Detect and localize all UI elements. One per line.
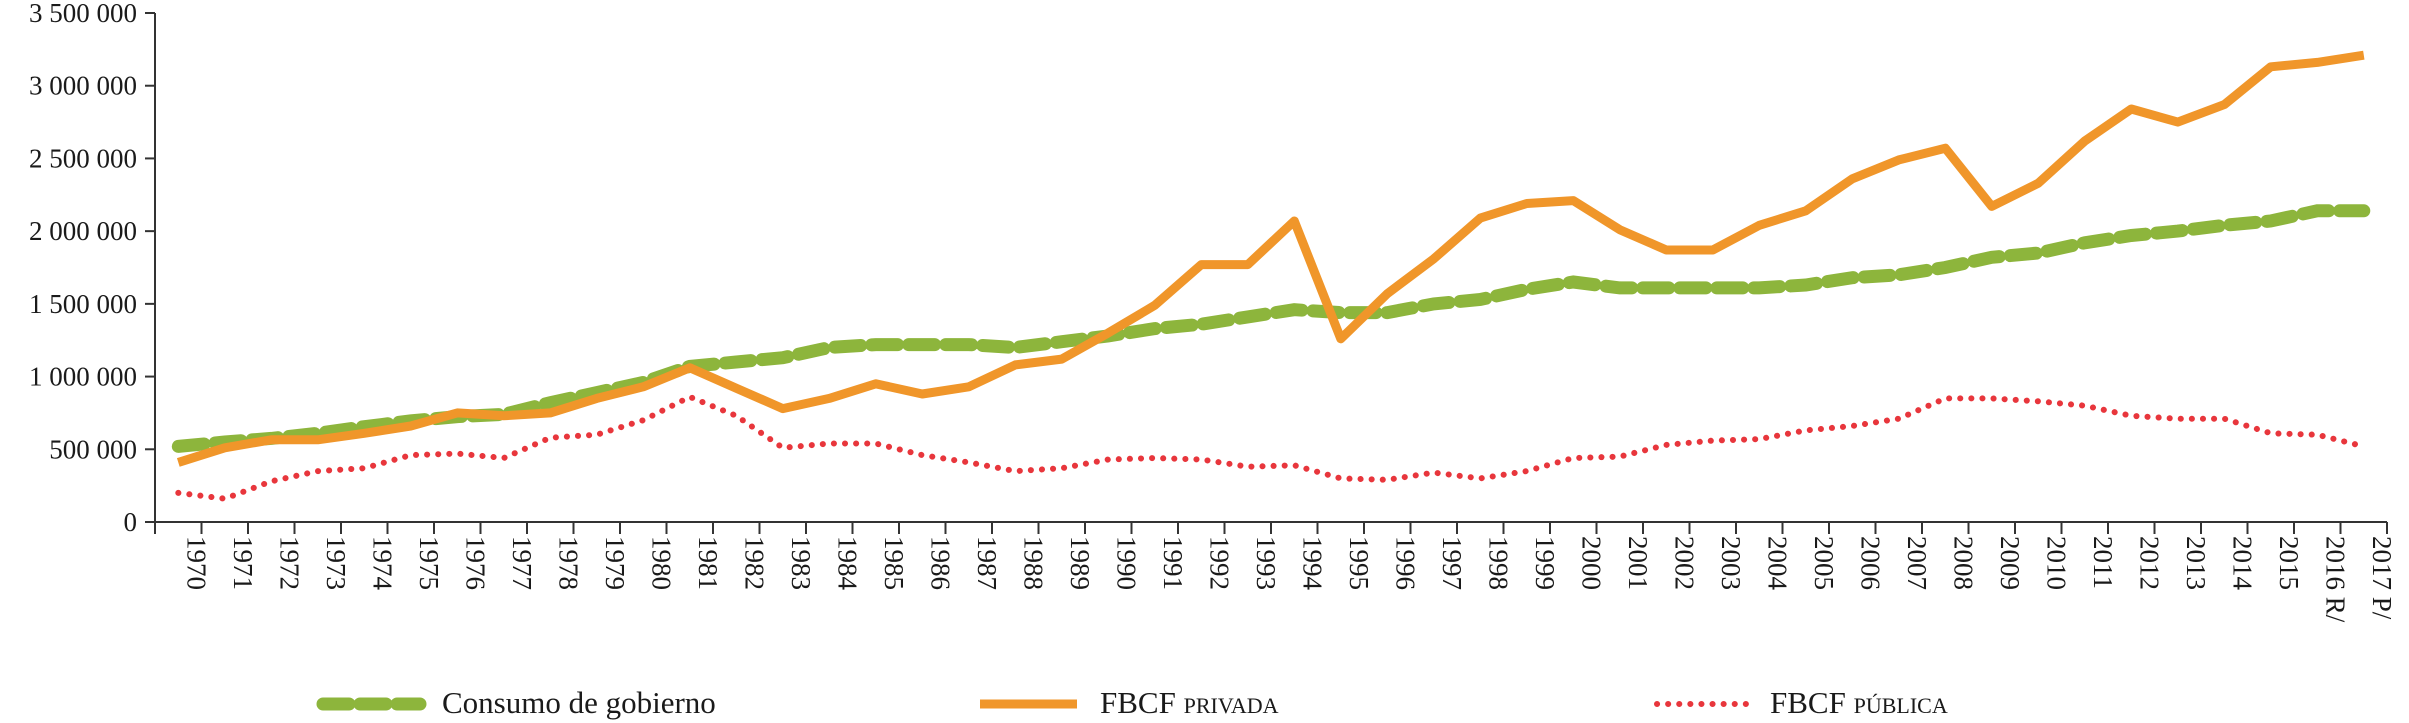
x-tick-label: 1973 (321, 536, 351, 590)
x-tick-label: 1997 (1437, 536, 1467, 590)
x-tick-label: 1988 (1018, 536, 1048, 590)
x-tick-label: 2016 R/ (2320, 536, 2350, 623)
x-tick-label: 2013 (2181, 536, 2211, 590)
x-tick-label: 1981 (693, 536, 723, 590)
x-tick-label: 1984 (832, 536, 862, 591)
x-tick-label: 2005 (1809, 536, 1839, 590)
x-tick-label: 1996 (1390, 536, 1420, 590)
x-tick-label: 1983 (786, 536, 816, 590)
x-tick-label: 2001 (1623, 536, 1653, 590)
x-tick-label: 2009 (1995, 536, 2025, 590)
x-tick-label: 1992 (1204, 536, 1234, 590)
x-tick-label: 1986 (925, 536, 955, 590)
y-tick-label: 0 (124, 507, 138, 537)
x-tick-label: 2012 (2134, 536, 2164, 590)
x-tick-label: 1999 (1530, 536, 1560, 590)
y-axis-ticks: 0 500 000 1 000 000 1 500 000 2 000 000 2 500… (29, 0, 155, 537)
y-tick-label: 2 000 000 (29, 216, 137, 246)
x-tick-label: 2006 (1855, 536, 1885, 590)
x-tick-label: 1994 (1297, 536, 1327, 591)
x-tick-label: 2007 (1902, 536, 1932, 590)
chart-axes (154, 13, 2387, 523)
y-tick-label: 3 000 000 (29, 71, 137, 101)
y-tick-label: 1 000 000 (29, 362, 137, 392)
x-tick-label: 1979 (600, 536, 630, 590)
x-tick-label: 1978 (553, 536, 583, 590)
x-tick-label: 2008 (1948, 536, 1978, 590)
x-tick-label: 1970 (181, 536, 211, 590)
legend-label-consumo-de-gobierno: Consumo de gobierno (442, 685, 716, 720)
series-lines (171, 50, 2371, 502)
x-tick-label: 1998 (1483, 536, 1513, 590)
x-tick-label: 1980 (646, 536, 676, 590)
legend-item-fbcf-publica: FBCF pública (1654, 685, 1948, 720)
x-tick-label: 1990 (1111, 536, 1141, 590)
x-tick-label: 1993 (1251, 536, 1281, 590)
x-tick-label: 1995 (1344, 536, 1374, 590)
x-tick-label: 2004 (1762, 536, 1792, 591)
x-tick-label: 1977 (507, 536, 537, 590)
x-tick-label: 2003 (1716, 536, 1746, 590)
y-tick-label: 1 500 000 (29, 289, 137, 319)
y-tick-label: 2 500 000 (29, 143, 137, 173)
x-tick-label: 2014 (2227, 536, 2257, 591)
x-tick-label: 1989 (1065, 536, 1095, 590)
series-line-fbcf-privada (176, 50, 2365, 467)
x-tick-label: 1985 (879, 536, 909, 590)
x-tick-label: 1976 (460, 536, 490, 590)
legend: Consumo de gobierno FBCF privada FBCF pú… (316, 685, 1948, 720)
series-line-consumo-de-gobierno (171, 204, 2371, 453)
x-tick-label: 1987 (972, 536, 1002, 590)
x-tick-label: 1974 (367, 536, 397, 591)
series-line-fbcf-publica (175, 393, 2367, 502)
legend-label-fbcf-privada: FBCF privada (1100, 685, 1279, 720)
x-axis-ticks: 1970 1971 1972 1973 1974 1975 1976 1977 1978 1979… (154, 522, 2397, 623)
x-tick-label: 1971 (228, 536, 258, 590)
x-tick-label: 2015 (2274, 536, 2304, 590)
x-tick-label: 1975 (414, 536, 444, 590)
x-tick-label: 1991 (1158, 536, 1188, 590)
x-tick-label: 2011 (2088, 536, 2118, 589)
legend-item-fbcf-privada: FBCF privada (980, 685, 1279, 720)
x-tick-label: 2002 (1669, 536, 1699, 590)
x-tick-label: 1972 (274, 536, 304, 590)
legend-label-fbcf-publica: FBCF pública (1770, 685, 1948, 720)
x-tick-label: 2000 (1576, 536, 1606, 590)
x-tick-label: 1982 (739, 536, 769, 590)
x-tick-label: 2010 (2041, 536, 2071, 590)
y-tick-label: 500 000 (49, 434, 137, 464)
y-tick-label: 3 500 000 (29, 0, 137, 28)
legend-item-consumo-de-gobierno: Consumo de gobierno (316, 685, 716, 720)
x-tick-label: 2017 P/ (2367, 536, 2397, 620)
